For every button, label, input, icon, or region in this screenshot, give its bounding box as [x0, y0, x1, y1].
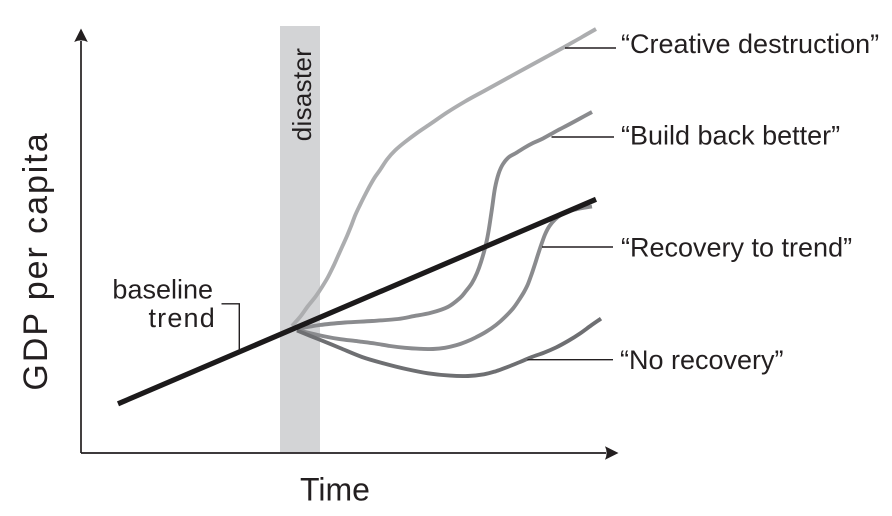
svg-text:baseline: baseline — [112, 274, 213, 304]
svg-text:disaster: disaster — [287, 48, 317, 141]
svg-text:“Recovery to trend”: “Recovery to trend” — [621, 233, 852, 263]
svg-text:GDP per capita: GDP per capita — [17, 131, 55, 390]
svg-text:trend: trend — [148, 303, 216, 333]
svg-text:“No recovery”: “No recovery” — [620, 345, 784, 375]
svg-text:“Creative destruction”: “Creative destruction” — [621, 29, 879, 59]
svg-text:Time: Time — [300, 472, 370, 508]
svg-text:“Build back better”: “Build back better” — [621, 121, 840, 151]
